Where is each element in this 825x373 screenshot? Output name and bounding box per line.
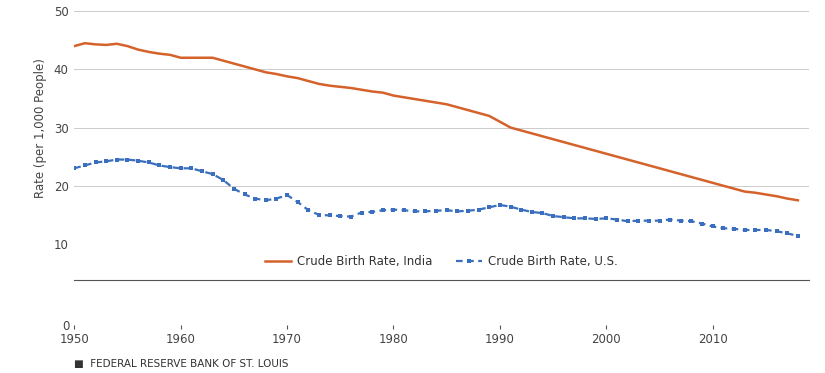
Legend: Crude Birth Rate, India, Crude Birth Rate, U.S.: Crude Birth Rate, India, Crude Birth Rat…: [261, 251, 622, 273]
Y-axis label: Rate (per 1,000 People): Rate (per 1,000 People): [34, 57, 47, 197]
Text: ■  FEDERAL RESERVE BANK OF ST. LOUIS: ■ FEDERAL RESERVE BANK OF ST. LOUIS: [74, 359, 289, 369]
